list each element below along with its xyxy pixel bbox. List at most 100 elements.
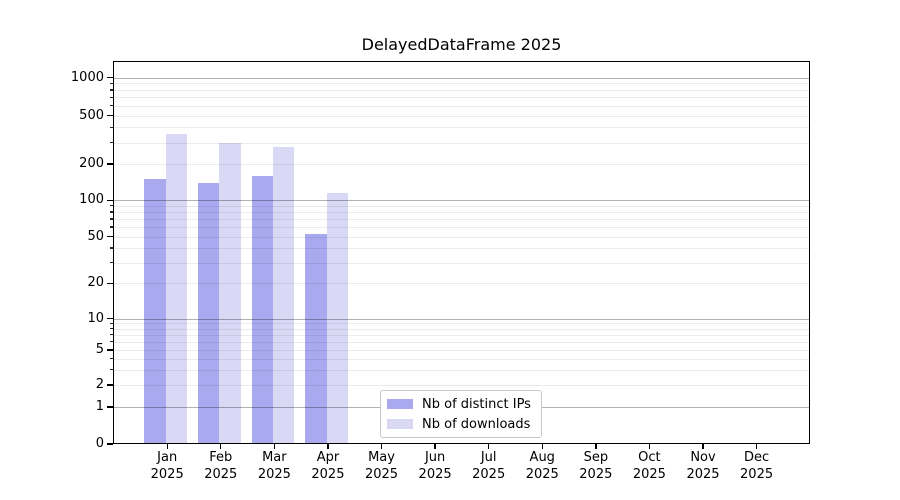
gridline-minor	[113, 262, 810, 264]
bar-mar-distinct-ips	[251, 175, 273, 444]
x-tick-label-mar: Mar 2025	[257, 450, 291, 482]
x-tick-label-feb: Feb 2025	[204, 450, 238, 482]
bar-jan-distinct-ips	[144, 179, 166, 444]
y-tick-mark	[106, 406, 113, 408]
y-tick-mark	[106, 384, 113, 386]
y-minor-tick-mark	[109, 341, 113, 343]
y-tick-label: 1	[95, 399, 104, 414]
legend-swatch-downloads	[387, 419, 413, 429]
x-tick-mark	[166, 444, 168, 449]
x-tick-label-nov: Nov 2025	[686, 450, 720, 482]
bar-apr-distinct-ips	[305, 234, 327, 444]
x-tick-mark	[380, 444, 383, 449]
y-minor-tick-mark	[109, 126, 113, 129]
gridline-minor	[113, 350, 810, 351]
gridline-minor	[113, 105, 810, 107]
x-tick-label-apr: Apr 2025	[311, 450, 345, 482]
x-tick-mark	[434, 444, 436, 449]
y-tick-label: 100	[79, 192, 104, 208]
y-tick-label: 500	[79, 107, 104, 123]
gridline-major	[113, 77, 810, 79]
x-tick-label-jun: Jun 2025	[418, 450, 452, 482]
y-tick-mark	[106, 317, 113, 320]
gridline-minor	[113, 358, 810, 360]
x-tick-mark	[595, 444, 597, 449]
gridline-minor	[113, 323, 810, 325]
y-tick-label: 20	[87, 275, 104, 291]
x-tick-label-jul: Jul 2025	[472, 450, 506, 482]
gridline-minor	[113, 97, 810, 99]
x-tick-mark	[487, 444, 490, 449]
gridline-major	[113, 318, 810, 320]
x-tick-mark	[648, 444, 651, 449]
gridline-minor	[113, 369, 810, 371]
y-tick-mark	[106, 77, 113, 79]
gridline-minor	[113, 115, 810, 117]
y-tick-label: 0	[95, 436, 104, 451]
y-tick-label: 2	[95, 377, 104, 392]
y-minor-tick-mark	[109, 261, 113, 264]
x-tick-mark	[755, 444, 758, 449]
bar-jan-downloads	[165, 134, 188, 444]
x-tick-mark	[273, 444, 276, 449]
x-tick-mark	[541, 444, 543, 449]
gridline-minor	[113, 205, 810, 207]
y-minor-tick-mark	[109, 141, 113, 144]
gridline-minor	[113, 328, 810, 330]
y-minor-tick-mark	[109, 218, 113, 220]
x-tick-label-dec: Dec 2025	[740, 450, 774, 482]
y-tick-label: 1000	[70, 69, 104, 85]
x-tick-label-sep: Sep 2025	[579, 450, 613, 482]
gridline-minor	[113, 83, 810, 85]
gridline-minor	[113, 163, 810, 165]
plot-area	[113, 61, 810, 444]
y-minor-tick-mark	[109, 205, 113, 207]
bar-apr-downloads	[326, 192, 348, 444]
y-minor-tick-mark	[109, 247, 113, 249]
y-minor-tick-mark	[109, 322, 113, 325]
y-minor-tick-mark	[109, 89, 113, 91]
gridline-minor	[113, 341, 810, 343]
y-minor-tick-mark	[109, 105, 113, 107]
gridline-minor	[113, 385, 810, 386]
y-minor-tick-mark	[109, 368, 113, 371]
y-minor-tick-mark	[109, 357, 113, 360]
y-minor-tick-mark	[109, 96, 113, 98]
y-minor-tick-mark	[109, 334, 113, 336]
legend-row-downloads: Nb of downloads	[387, 414, 541, 434]
y-tick-label: 10	[87, 310, 104, 326]
gridline-minor	[113, 334, 810, 336]
bar-feb-distinct-ips	[197, 182, 220, 444]
gridline-minor	[113, 89, 810, 91]
y-tick-label: 5	[95, 342, 104, 357]
y-tick-mark	[106, 235, 113, 238]
x-tick-label-may: May 2025	[364, 450, 399, 482]
y-tick-label: 50	[87, 228, 104, 244]
y-minor-tick-mark	[109, 211, 113, 213]
bar-feb-downloads	[219, 143, 241, 444]
gridline-minor	[113, 127, 810, 129]
y-tick-mark	[106, 443, 113, 445]
y-minor-tick-mark	[109, 328, 113, 330]
legend-row-distinct-ips: Nb of distinct IPs	[387, 394, 541, 414]
gridline-minor	[113, 218, 810, 220]
y-minor-tick-mark	[109, 82, 113, 85]
y-tick-label: 200	[79, 155, 104, 171]
gridline-major	[113, 200, 810, 202]
y-tick-mark	[106, 349, 113, 351]
x-tick-label-aug: Aug 2025	[525, 450, 559, 482]
x-tick-label-oct: Oct 2025	[632, 450, 666, 482]
x-tick-mark	[702, 444, 704, 449]
legend: Nb of distinct IPs Nb of downloads	[380, 390, 542, 438]
gridline-minor	[113, 283, 810, 285]
gridline-minor	[113, 211, 810, 213]
bar-mar-downloads	[272, 147, 295, 444]
legend-label-distinct-ips: Nb of distinct IPs	[422, 396, 531, 412]
chart-title: DelayedDataFrame 2025	[361, 35, 562, 54]
gridline-minor	[113, 247, 810, 249]
legend-swatch-distinct-ips	[387, 399, 413, 409]
y-tick-mark	[106, 199, 113, 201]
x-tick-mark	[220, 444, 222, 449]
gridline-minor	[113, 142, 810, 144]
